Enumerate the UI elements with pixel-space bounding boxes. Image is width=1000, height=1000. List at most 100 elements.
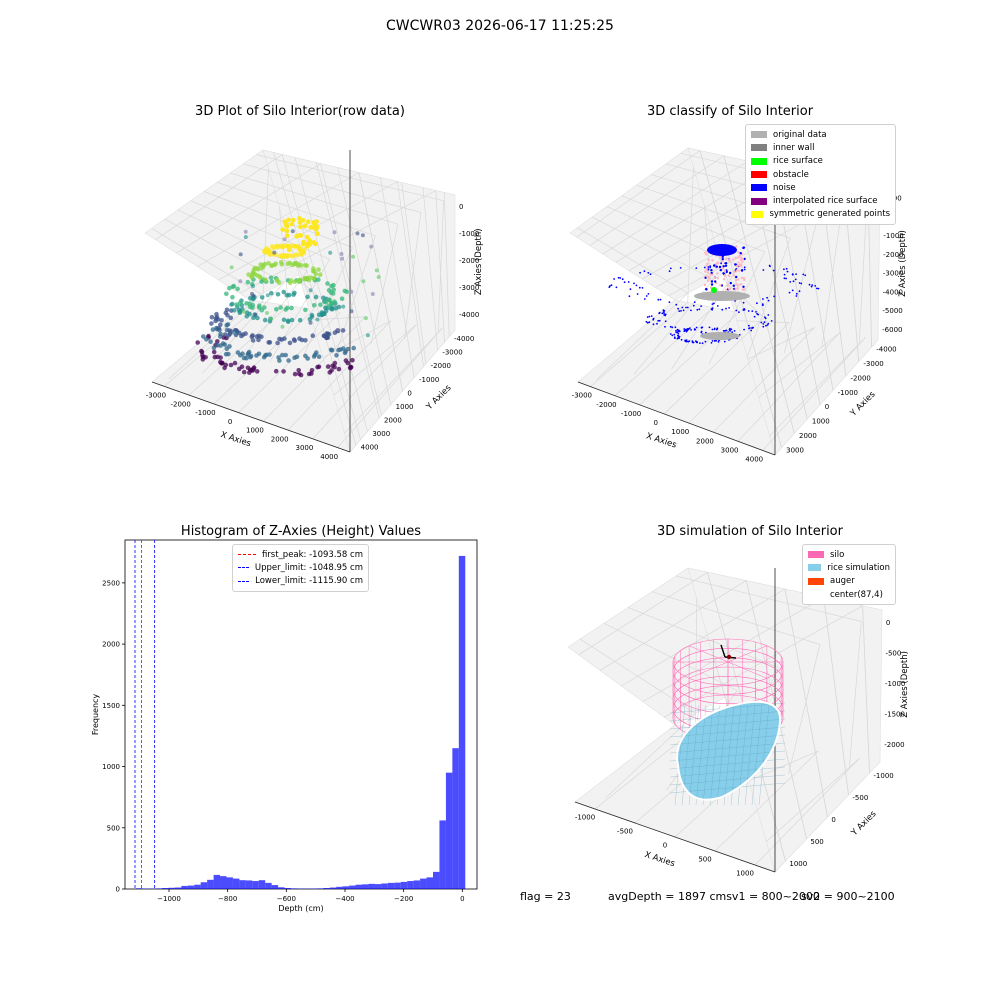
original-point — [742, 246, 745, 250]
data-point — [278, 260, 284, 265]
rice-mesh-line — [669, 774, 786, 786]
histogram-bar — [420, 878, 427, 889]
original-point — [713, 276, 717, 280]
data-point — [305, 356, 311, 361]
legend-line — [238, 554, 256, 556]
noise-point — [699, 342, 701, 344]
noise-point — [647, 293, 650, 295]
noise-point — [646, 316, 649, 318]
histogram-bar — [226, 877, 233, 889]
gridline — [758, 332, 841, 398]
legend-label: symmetric generated points — [769, 209, 890, 220]
data-point — [269, 279, 275, 285]
data-point — [361, 279, 366, 284]
original-point — [728, 258, 731, 261]
noise-point — [721, 308, 724, 311]
x-tick-label: -2000 — [596, 401, 616, 409]
data-point — [224, 291, 229, 297]
noise-point — [751, 310, 754, 312]
noise-point — [613, 278, 615, 280]
data-point — [284, 228, 290, 234]
gridline — [621, 195, 765, 253]
data-point — [209, 321, 214, 326]
data-point — [210, 327, 216, 332]
z-tick-label: -5000 — [882, 307, 902, 315]
histogram-bar — [207, 879, 214, 889]
x-tick-label: −600 — [277, 895, 296, 903]
noise-point — [692, 304, 695, 307]
noise-point — [713, 328, 716, 331]
data-point — [299, 337, 305, 343]
x-tick-label: 0 — [460, 895, 464, 903]
x-tick-label: -1000 — [621, 410, 641, 418]
data-point — [211, 345, 217, 351]
noise-point — [700, 326, 703, 329]
noise-point — [786, 270, 789, 273]
original-ring — [694, 291, 750, 301]
data-point — [285, 318, 291, 324]
original-point — [705, 253, 708, 256]
noise-point — [788, 291, 791, 294]
y-tick-label: 0 — [825, 403, 829, 411]
noise-point — [728, 307, 730, 309]
x-tick-label: -3000 — [146, 392, 166, 400]
legend-label: first_peak: -1093.58 cm — [261, 549, 363, 560]
noise-point — [752, 326, 754, 329]
original-point — [735, 275, 738, 279]
gridline — [397, 181, 424, 367]
data-point — [303, 338, 308, 343]
data-point — [311, 269, 317, 274]
silo-wire — [727, 645, 767, 663]
data-point — [303, 223, 308, 228]
data-point — [250, 296, 256, 302]
x-tick-label: 3000 — [295, 444, 313, 452]
panel2-title: 3D classify of Silo Interior — [646, 104, 814, 119]
noise-point — [690, 309, 692, 312]
x-tick-label: 0 — [228, 418, 232, 426]
noise-point — [767, 314, 770, 316]
noise-point — [750, 329, 753, 332]
data-point — [265, 311, 269, 315]
histogram-bar — [200, 882, 208, 889]
original-point — [721, 267, 724, 270]
y-tick-label: 1000 — [102, 763, 120, 771]
gridline — [736, 320, 790, 323]
z-axis-label: Z Axies (Depth) — [474, 228, 484, 295]
histogram-axes: −1000 −800 −600 −400 −200 0 0 500 1000 1500 2000 25… — [91, 539, 478, 913]
data-point — [291, 217, 296, 223]
noise-point — [798, 290, 801, 293]
center-marker — [726, 654, 732, 660]
data-point — [267, 352, 272, 357]
gridline — [762, 337, 866, 451]
original-point — [738, 269, 741, 272]
legend-item: rice surface — [751, 155, 890, 168]
original-point — [706, 275, 709, 278]
y-tick-label: 4000 — [361, 444, 379, 452]
data-point — [313, 241, 318, 247]
original-point — [705, 264, 708, 267]
z-tick-label: 0 — [886, 619, 890, 627]
data-point — [309, 371, 314, 376]
gridline — [589, 155, 725, 246]
gridline — [671, 265, 740, 370]
noise-point — [768, 264, 771, 267]
gridline — [312, 324, 417, 440]
data-point — [284, 254, 290, 259]
gridline — [769, 337, 866, 437]
y-tick-label: -2000 — [431, 362, 451, 370]
histogram-bar — [439, 820, 446, 889]
data-point — [316, 354, 322, 360]
noise-point — [650, 315, 653, 317]
x-tick-label: 500 — [698, 856, 711, 864]
x-axis-line — [574, 801, 776, 873]
data-point — [281, 369, 286, 374]
noise-point — [675, 303, 678, 306]
legend-label: inner wall — [773, 142, 815, 153]
noise-point — [635, 284, 638, 287]
gridline — [663, 317, 765, 415]
noise-point — [677, 332, 680, 335]
original-point — [742, 285, 745, 288]
status-flag: flag = 23 — [520, 890, 571, 903]
data-point — [283, 352, 289, 358]
noise-point — [713, 302, 715, 305]
